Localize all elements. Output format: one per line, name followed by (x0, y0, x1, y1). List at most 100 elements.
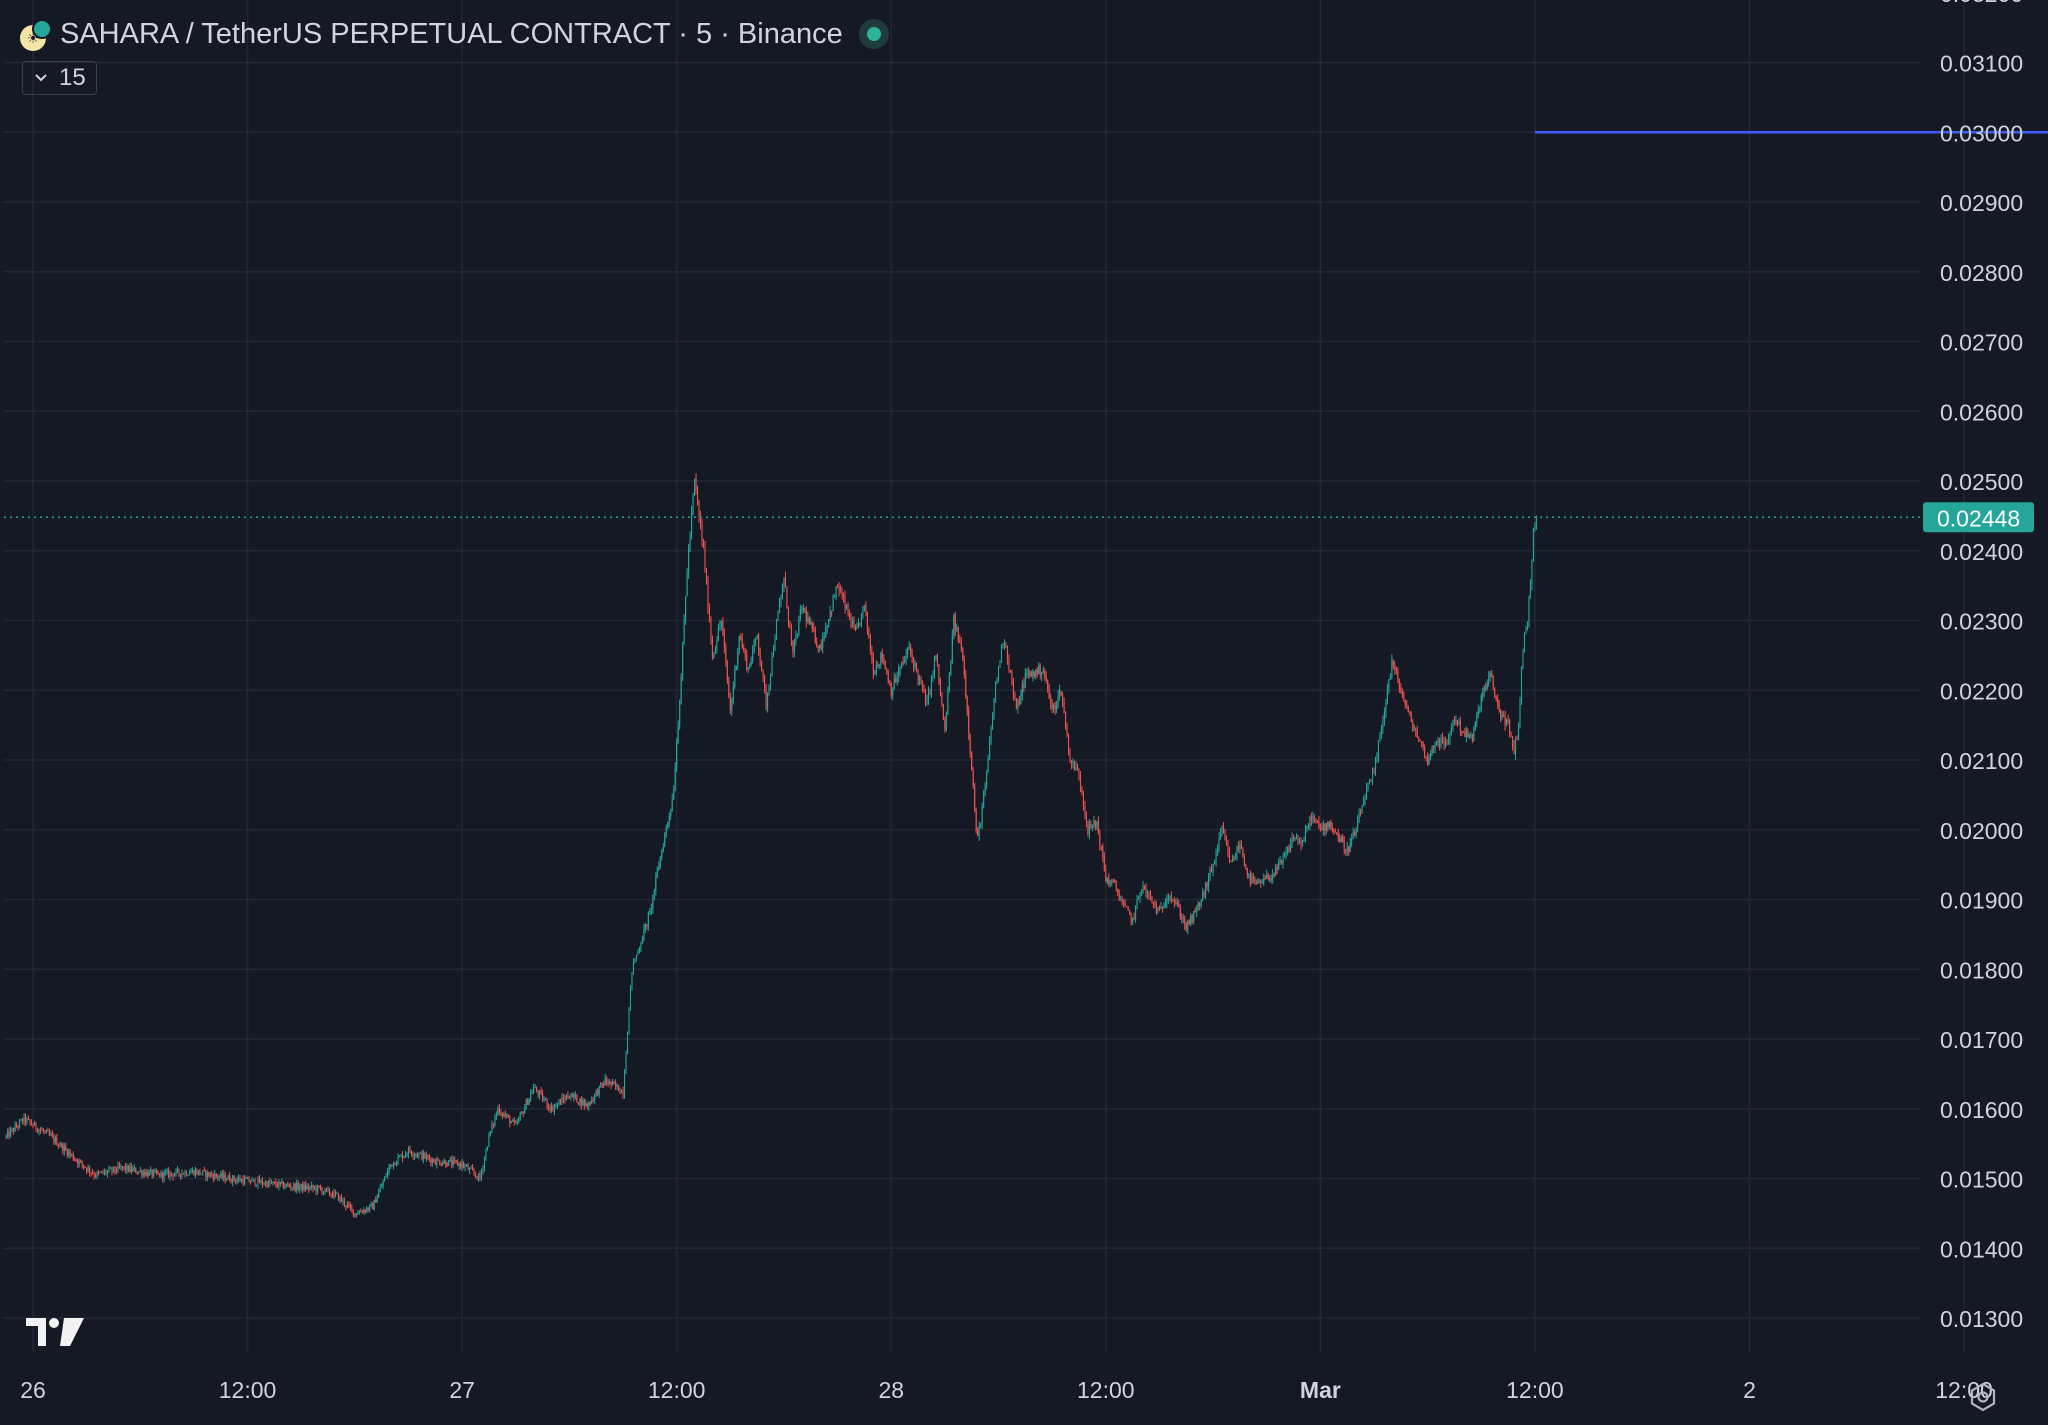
price-axis[interactable]: 0.03200 0.03100 0.03000 0.02900 0.02800 0.027… (1923, 0, 2034, 1332)
candle (740, 633, 742, 641)
candle (1327, 820, 1329, 832)
price-tick-label: 0.01500 (1940, 1167, 2023, 1193)
candle (851, 616, 854, 628)
candle (1218, 832, 1220, 853)
candle (469, 1167, 471, 1175)
candle (1427, 752, 1429, 767)
tradingview-logo-icon[interactable] (26, 1316, 84, 1350)
candle (17, 1125, 19, 1131)
symbol-header[interactable]: ☀ SAHARA / TetherUS PERPETUAL CONTRACT ·… (20, 14, 889, 54)
candle (148, 1169, 150, 1177)
candle (1287, 846, 1289, 856)
candle (166, 1167, 168, 1175)
candle (1441, 732, 1444, 744)
price-tick-label: 0.01300 (1940, 1306, 2023, 1332)
candle (665, 824, 667, 838)
candle (352, 1209, 354, 1218)
candle (1348, 845, 1350, 856)
candle (306, 1183, 308, 1191)
candle (1424, 744, 1426, 759)
candle (1321, 822, 1323, 831)
settings-icon[interactable] (1968, 1382, 1998, 1412)
candle (42, 1127, 44, 1134)
candle (759, 647, 761, 667)
candle (418, 1152, 420, 1160)
candle (227, 1174, 229, 1180)
candle (494, 1114, 496, 1128)
candle (826, 624, 828, 634)
candle (1126, 905, 1128, 908)
candle (285, 1183, 287, 1188)
candle (1474, 721, 1476, 731)
candle (1389, 673, 1391, 681)
candle (555, 1102, 557, 1109)
candle (476, 1175, 478, 1181)
candle (221, 1169, 223, 1180)
candle (1021, 680, 1023, 701)
candle (1398, 678, 1400, 694)
candle (315, 1184, 317, 1196)
candle (1154, 900, 1156, 909)
candle (1284, 851, 1286, 858)
candle (1105, 864, 1107, 883)
market-status[interactable] (858, 19, 889, 49)
candle (1292, 834, 1295, 842)
candle (1029, 669, 1031, 679)
candle (96, 1170, 98, 1180)
candle (369, 1204, 371, 1213)
candle (218, 1174, 220, 1182)
candle (767, 692, 769, 713)
candle (889, 679, 891, 687)
candle (1531, 559, 1533, 591)
candle (553, 1103, 556, 1116)
candle (1294, 836, 1296, 842)
candle (458, 1162, 460, 1170)
candle (1313, 814, 1315, 823)
candle (379, 1183, 381, 1193)
candle (1214, 859, 1216, 865)
candle (1047, 679, 1049, 693)
candle (272, 1181, 274, 1186)
candles (5, 473, 1537, 1219)
candle (412, 1151, 414, 1160)
candle (415, 1153, 417, 1159)
candle (1234, 852, 1236, 860)
candle (722, 617, 724, 637)
symbol-title[interactable]: SAHARA / TetherUS PERPETUAL CONTRACT · 5… (60, 17, 843, 50)
candle (1193, 910, 1195, 925)
candle (202, 1169, 204, 1176)
candle (193, 1169, 195, 1177)
candle (312, 1184, 314, 1193)
candle (1032, 669, 1034, 682)
candle (956, 623, 958, 632)
candle (1224, 829, 1226, 841)
candle (1430, 749, 1432, 761)
indicators-collapse-button[interactable]: 15 (22, 61, 97, 95)
candle (545, 1097, 547, 1101)
candle (1523, 632, 1526, 653)
candle (977, 827, 979, 837)
candle (1148, 891, 1150, 901)
candle (1070, 760, 1073, 770)
candle (321, 1186, 323, 1196)
candle (1486, 679, 1488, 691)
candle (805, 606, 807, 628)
candle (749, 663, 751, 670)
candle (1498, 699, 1500, 713)
candle (1290, 837, 1292, 853)
candle (1404, 699, 1406, 709)
candle (1447, 733, 1450, 745)
candle (938, 663, 940, 685)
price-tick-label: 0.01700 (1940, 1027, 2023, 1053)
candle (142, 1169, 144, 1178)
candle (144, 1168, 146, 1178)
candle (710, 615, 712, 645)
candle (56, 1133, 58, 1146)
candle (598, 1085, 600, 1098)
candle (497, 1105, 499, 1117)
price-tick-label: 0.02000 (1940, 818, 2023, 844)
candle (16, 1121, 18, 1129)
